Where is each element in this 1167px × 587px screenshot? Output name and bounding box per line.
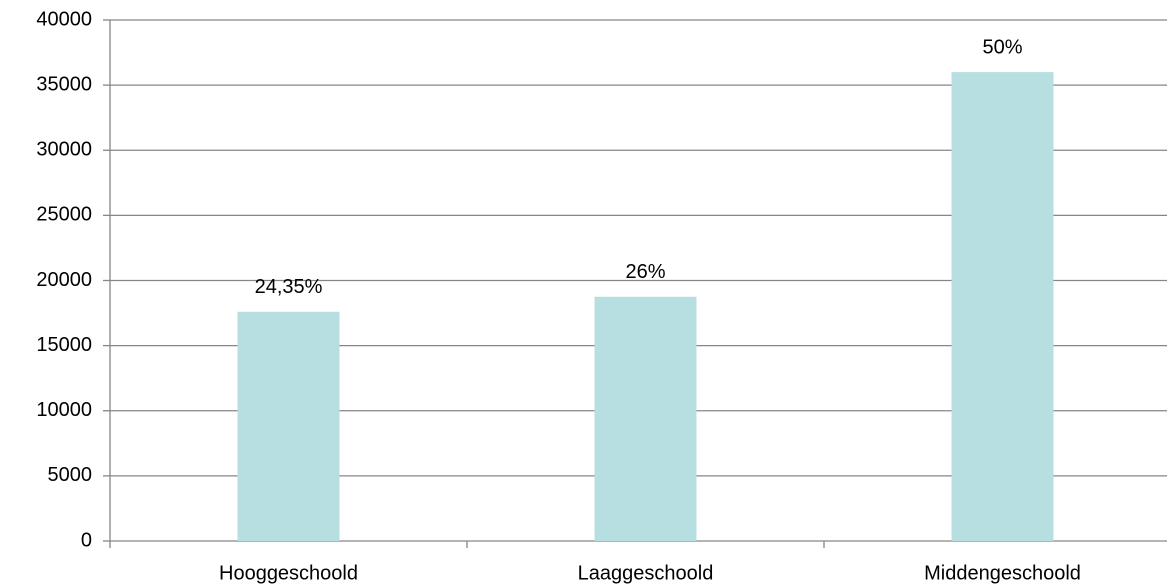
bar <box>951 72 1054 541</box>
y-tick-label: 5000 <box>48 464 93 486</box>
y-tick-label: 15000 <box>36 334 92 356</box>
x-tick-label: Hooggeschoold <box>219 562 358 584</box>
bar <box>594 296 697 541</box>
bar <box>237 311 340 541</box>
y-tick-label: 35000 <box>36 73 92 95</box>
bar-label: 24,35% <box>255 276 323 298</box>
y-tick-label: 10000 <box>36 399 92 421</box>
y-tick-label: 40000 <box>36 8 92 30</box>
bar-label: 50% <box>982 36 1022 58</box>
y-tick-label: 25000 <box>36 204 92 226</box>
y-tick-label: 20000 <box>36 269 92 291</box>
x-tick-label: Laaggeschoold <box>578 562 714 584</box>
bar-label: 26% <box>625 261 665 283</box>
y-tick-label: 30000 <box>36 139 92 161</box>
y-tick-label: 0 <box>81 529 92 551</box>
x-tick-label: Middengeschoold <box>924 562 1081 584</box>
